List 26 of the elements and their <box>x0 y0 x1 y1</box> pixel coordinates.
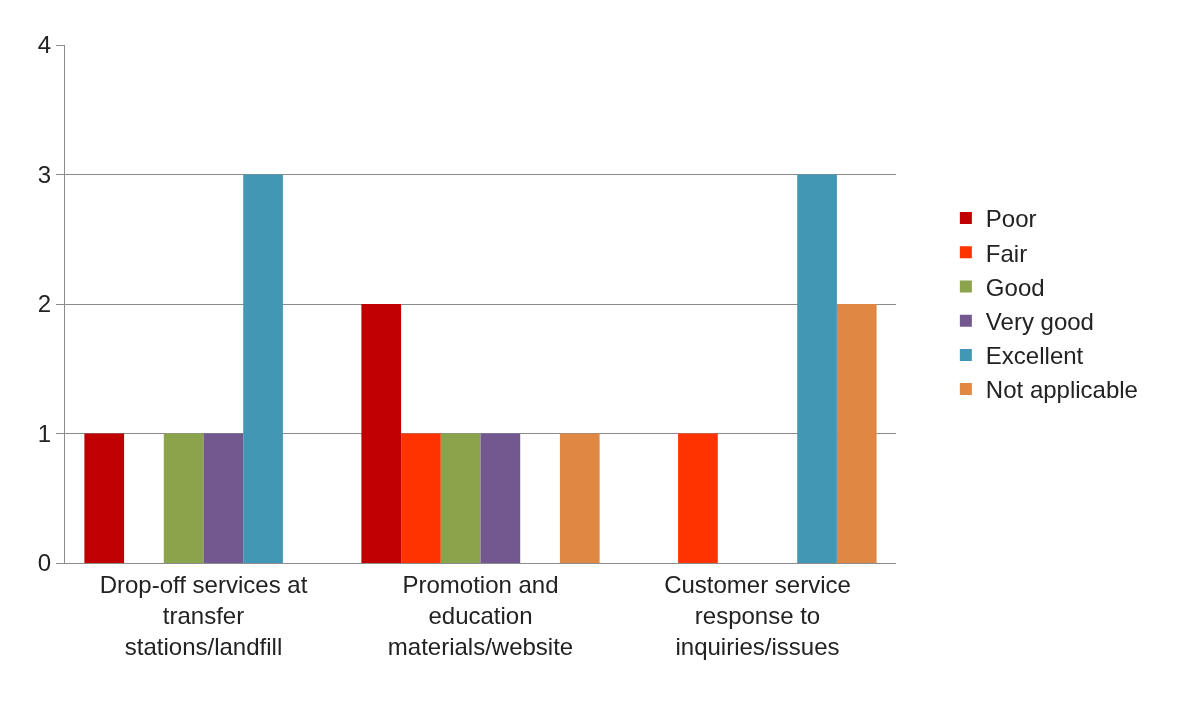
bar <box>836 304 877 563</box>
legend-label: Good <box>985 273 1045 301</box>
bar <box>480 433 521 563</box>
bar <box>361 304 402 563</box>
bar <box>440 433 481 563</box>
legend-label: Very good <box>985 308 1094 336</box>
bar <box>163 433 204 563</box>
x-tick-label: Customer service response to inquiries/issues <box>664 570 851 661</box>
bar <box>678 433 718 563</box>
x-tick-label: Drop-off services at transfer stations/landfill <box>99 570 308 661</box>
legend-label: Excellent <box>985 342 1084 370</box>
legend-label: Fair <box>985 239 1028 267</box>
bar <box>797 174 837 563</box>
legend-label: Not applicable <box>985 376 1138 404</box>
bar <box>203 433 244 563</box>
bar <box>84 433 125 563</box>
y-tick-label: 0 <box>37 549 52 577</box>
y-tick-label: 1 <box>37 419 52 447</box>
bar <box>401 433 441 563</box>
legend-label: Poor <box>985 205 1037 233</box>
bar <box>559 433 600 563</box>
y-tick-label: 4 <box>37 31 52 59</box>
y-tick-label: 3 <box>37 160 52 188</box>
bar <box>243 174 283 563</box>
x-tick-label: Promotion and education materials/website <box>387 570 574 661</box>
y-tick-label: 2 <box>37 290 52 318</box>
